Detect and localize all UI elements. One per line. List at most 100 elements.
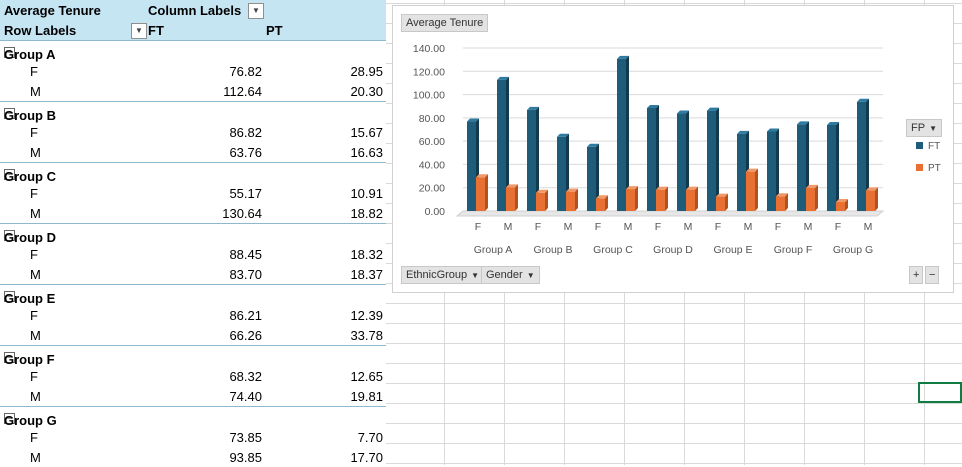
bar-pt bbox=[476, 177, 485, 211]
pivot-data-row[interactable]: F 73.85 7.70 bbox=[0, 427, 386, 447]
pivot-header-row-1: Average Tenure Column Labels ▼ bbox=[0, 0, 386, 20]
pt-value-cell[interactable]: 17.70 bbox=[350, 450, 383, 465]
pivot-data-row[interactable]: M 83.70 18.37 bbox=[0, 264, 386, 284]
gender-label: M bbox=[30, 328, 41, 343]
pt-value-cell[interactable]: 20.30 bbox=[350, 84, 383, 99]
pivot-group-row[interactable]: − Group E bbox=[0, 284, 386, 306]
pivot-data-row[interactable]: F 88.45 18.32 bbox=[0, 244, 386, 264]
pivot-group-row[interactable]: − Group B bbox=[0, 101, 386, 123]
y-tick-label: 100.00 bbox=[413, 90, 445, 102]
column-header-ft: FT bbox=[148, 23, 164, 38]
ft-value-cell[interactable]: 86.21 bbox=[229, 308, 262, 323]
collapse-icon[interactable]: − bbox=[4, 291, 15, 302]
ft-value-cell[interactable]: 66.26 bbox=[229, 328, 262, 343]
bar-ft bbox=[647, 108, 656, 211]
pivot-data-row[interactable]: M 63.76 16.63 bbox=[0, 142, 386, 162]
bar-ft bbox=[557, 136, 566, 211]
pt-value-cell[interactable]: 16.63 bbox=[350, 145, 383, 160]
ft-value-cell[interactable]: 73.85 bbox=[229, 430, 262, 445]
legend-label-pt: PT bbox=[928, 163, 941, 174]
bar-pt bbox=[596, 198, 605, 211]
gender-filter-button[interactable]: Gender ▼ bbox=[481, 266, 540, 284]
bar-top-pt bbox=[776, 193, 788, 197]
pivot-data-row[interactable]: F 86.82 15.67 bbox=[0, 122, 386, 142]
pivot-group-row[interactable]: − Group C bbox=[0, 162, 386, 184]
selected-cell[interactable] bbox=[918, 382, 962, 403]
pivot-data-row[interactable]: F 55.17 10.91 bbox=[0, 183, 386, 203]
bar-top-pt bbox=[746, 168, 758, 172]
ethnicgroup-filter-button[interactable]: EthnicGroup ▼ bbox=[401, 266, 485, 284]
pivot-data-row[interactable]: M 93.85 17.70 bbox=[0, 447, 386, 467]
pivot-data-row[interactable]: F 68.32 12.65 bbox=[0, 366, 386, 386]
pivot-group-row[interactable]: − Group A bbox=[0, 40, 386, 62]
ft-value-cell[interactable]: 130.64 bbox=[222, 206, 262, 221]
bar-side-ft bbox=[656, 105, 659, 211]
bar-side-pt bbox=[815, 184, 818, 211]
pivot-group-row[interactable]: − Group D bbox=[0, 223, 386, 245]
collapse-icon[interactable]: − bbox=[4, 352, 15, 363]
legend-field-button[interactable]: FP ▼ bbox=[906, 119, 942, 137]
pivot-data-row[interactable]: F 76.82 28.95 bbox=[0, 61, 386, 81]
pt-value-cell[interactable]: 12.65 bbox=[350, 369, 383, 384]
collapse-icon[interactable]: − bbox=[4, 47, 15, 58]
pt-value-cell[interactable]: 15.67 bbox=[350, 125, 383, 140]
pt-value-cell[interactable]: 18.82 bbox=[350, 206, 383, 221]
ft-value-cell[interactable]: 83.70 bbox=[229, 267, 262, 282]
pivot-data-row[interactable]: M 74.40 19.81 bbox=[0, 386, 386, 406]
column-labels-filter-dropdown[interactable]: ▼ bbox=[248, 3, 264, 19]
pt-value-cell[interactable]: 18.32 bbox=[350, 247, 383, 262]
ft-value-cell[interactable]: 74.40 bbox=[229, 389, 262, 404]
ft-value-cell[interactable]: 76.82 bbox=[229, 64, 262, 79]
ft-value-cell[interactable]: 86.82 bbox=[229, 125, 262, 140]
x-group-label: Group C bbox=[593, 244, 633, 256]
pivot-data-row[interactable]: F 86.21 12.39 bbox=[0, 305, 386, 325]
group-label: Group C bbox=[4, 169, 56, 184]
collapse-icon[interactable]: − bbox=[4, 413, 15, 424]
bar-pt bbox=[536, 192, 545, 211]
ft-value-cell[interactable]: 93.85 bbox=[229, 450, 262, 465]
chart-value-field-button[interactable]: Average Tenure bbox=[401, 14, 489, 32]
bar-pt bbox=[656, 189, 665, 211]
ft-value-cell[interactable]: 112.64 bbox=[223, 84, 262, 99]
pivot-data-row[interactable]: M 66.26 33.78 bbox=[0, 325, 386, 345]
y-tick-label: 20.00 bbox=[419, 183, 445, 195]
collapse-field-button[interactable]: − bbox=[925, 266, 940, 284]
y-tick-label: 140.00 bbox=[413, 43, 445, 55]
ft-value-cell[interactable]: 63.76 bbox=[229, 145, 262, 160]
bar-top-ft bbox=[557, 133, 569, 137]
pt-value-cell[interactable]: 18.37 bbox=[350, 267, 383, 282]
collapse-icon[interactable]: − bbox=[4, 230, 15, 241]
row-labels-header[interactable]: Row Labels bbox=[4, 23, 77, 38]
x-tick-label: M bbox=[864, 221, 873, 233]
pivot-chart[interactable]: Average Tenure 0.00 20.00 40.00 60.00 80.00 1… bbox=[392, 5, 954, 293]
row-labels-filter-dropdown[interactable]: ▼ bbox=[131, 23, 147, 39]
chevron-down-icon: ▼ bbox=[471, 271, 480, 280]
bar-ft bbox=[617, 58, 626, 212]
pt-value-cell[interactable]: 33.78 bbox=[350, 328, 383, 343]
pivot-group-row[interactable]: − Group G bbox=[0, 406, 386, 428]
pt-value-cell[interactable]: 7.70 bbox=[357, 430, 383, 445]
ft-value-cell[interactable]: 88.45 bbox=[229, 247, 262, 262]
pt-value-cell[interactable]: 12.39 bbox=[350, 308, 383, 323]
bar-side-pt bbox=[515, 184, 518, 211]
pivot-data-row[interactable]: M 112.64 20.30 bbox=[0, 81, 386, 101]
x-tick-label: M bbox=[624, 221, 633, 233]
expand-field-button[interactable]: + bbox=[909, 266, 924, 284]
pivot-data-row[interactable]: M 130.64 18.82 bbox=[0, 203, 386, 223]
pt-value-cell[interactable]: 19.81 bbox=[350, 389, 383, 404]
ft-value-cell[interactable]: 68.32 bbox=[229, 369, 262, 384]
bar-side-pt bbox=[785, 193, 788, 211]
pt-value-cell[interactable]: 10.91 bbox=[350, 186, 383, 201]
column-labels-header[interactable]: Column Labels bbox=[148, 3, 242, 18]
bar-top-pt bbox=[836, 199, 848, 203]
ft-value-cell[interactable]: 55.17 bbox=[229, 186, 262, 201]
bar-side-ft bbox=[626, 55, 629, 212]
bar-top-ft bbox=[527, 106, 539, 110]
collapse-icon[interactable]: − bbox=[4, 169, 15, 180]
pivot-group-row[interactable]: − Group F bbox=[0, 345, 386, 367]
y-tick-label: 80.00 bbox=[419, 113, 445, 125]
bar-top-pt bbox=[866, 187, 878, 191]
pt-value-cell[interactable]: 28.95 bbox=[350, 64, 383, 79]
collapse-icon[interactable]: − bbox=[4, 108, 15, 119]
x-tick-label: M bbox=[564, 221, 573, 233]
